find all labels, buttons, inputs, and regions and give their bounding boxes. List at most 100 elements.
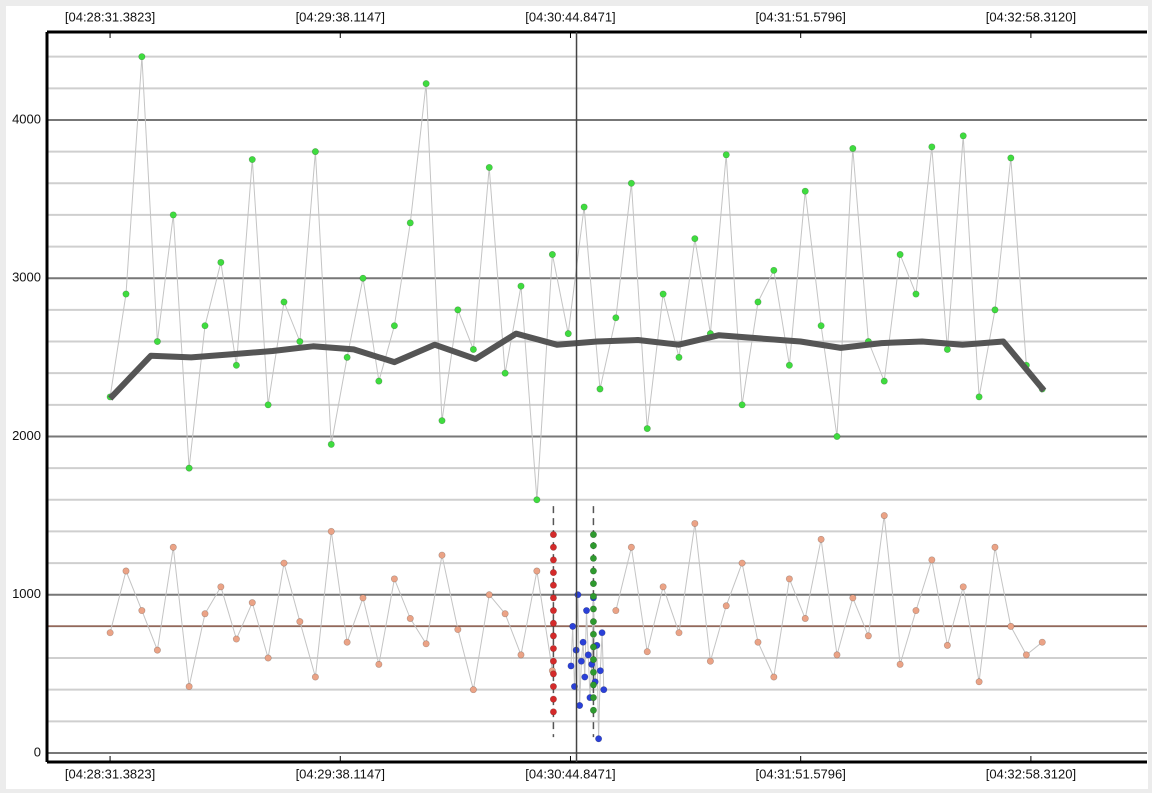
point [454,306,462,314]
point [598,629,606,637]
point [589,630,597,638]
point [359,594,367,602]
point [549,695,557,703]
point [675,629,683,637]
point [406,219,414,227]
point [454,626,462,634]
point [754,638,762,646]
point [833,651,841,659]
point [589,580,597,588]
point [849,144,857,152]
point [817,322,825,330]
point [595,735,603,743]
point [501,610,509,618]
y-tick-label: 1000 [12,586,41,601]
point [975,678,983,686]
point [549,619,557,627]
point [770,673,778,681]
point [549,632,557,640]
x-tick-label-top: [04:32:58.3120] [986,9,1076,24]
point [122,567,130,575]
point [406,614,414,622]
point [106,629,114,637]
point [1007,154,1015,162]
point [675,353,683,361]
point [549,543,557,551]
point [311,148,319,156]
point [422,640,430,648]
point [589,706,597,714]
point [549,708,557,716]
point [517,282,525,290]
point [327,527,335,535]
point [576,702,584,710]
point [501,369,509,377]
point [612,314,620,322]
point [849,594,857,602]
point [785,361,793,369]
point [185,464,193,472]
point [232,361,240,369]
point [738,559,746,567]
x-tick-label-bottom: [04:29:38.1147] [296,766,385,781]
point [880,512,888,520]
point [580,203,588,211]
point [864,632,872,640]
point [248,156,256,164]
point [549,531,557,539]
point [469,686,477,694]
marks [106,53,1047,743]
point [549,670,557,678]
point [589,618,597,626]
point [722,151,730,159]
point [296,618,304,626]
point [549,594,557,602]
point [517,651,525,659]
point [943,641,951,649]
point [138,53,146,61]
point [232,635,240,643]
point [627,543,635,551]
point [912,607,920,615]
point [1007,622,1015,630]
point [569,622,577,630]
point [311,673,319,681]
point [549,645,557,653]
point [589,531,597,539]
point [801,614,809,622]
x-tick-label-top: [04:30:44.8471] [525,9,615,24]
point [643,648,651,656]
point [627,179,635,187]
point [169,543,177,551]
point [390,322,398,330]
point [1022,651,1030,659]
point [327,440,335,448]
point [533,496,541,504]
axes: 0 1000 2000 3000 4000 [04:28:31.3823] [04:28:3… [12,9,1147,781]
point [549,657,557,665]
point [264,654,272,662]
point [375,377,383,385]
point [579,638,587,646]
point [343,638,351,646]
point [375,660,383,668]
x-tick-label-top: [04:29:38.1147] [296,9,385,24]
y-tick-label: 3000 [12,270,41,285]
point [583,607,591,615]
point [422,80,430,88]
point [122,290,130,298]
point [280,559,288,567]
point [485,163,493,171]
point [785,575,793,583]
y-tick-label: 2000 [12,428,41,443]
point [264,401,272,409]
point [833,432,841,440]
point [567,662,575,670]
point [584,651,592,659]
point [359,274,367,282]
point [589,592,597,600]
point [138,607,146,615]
point [549,683,557,691]
point [643,425,651,433]
